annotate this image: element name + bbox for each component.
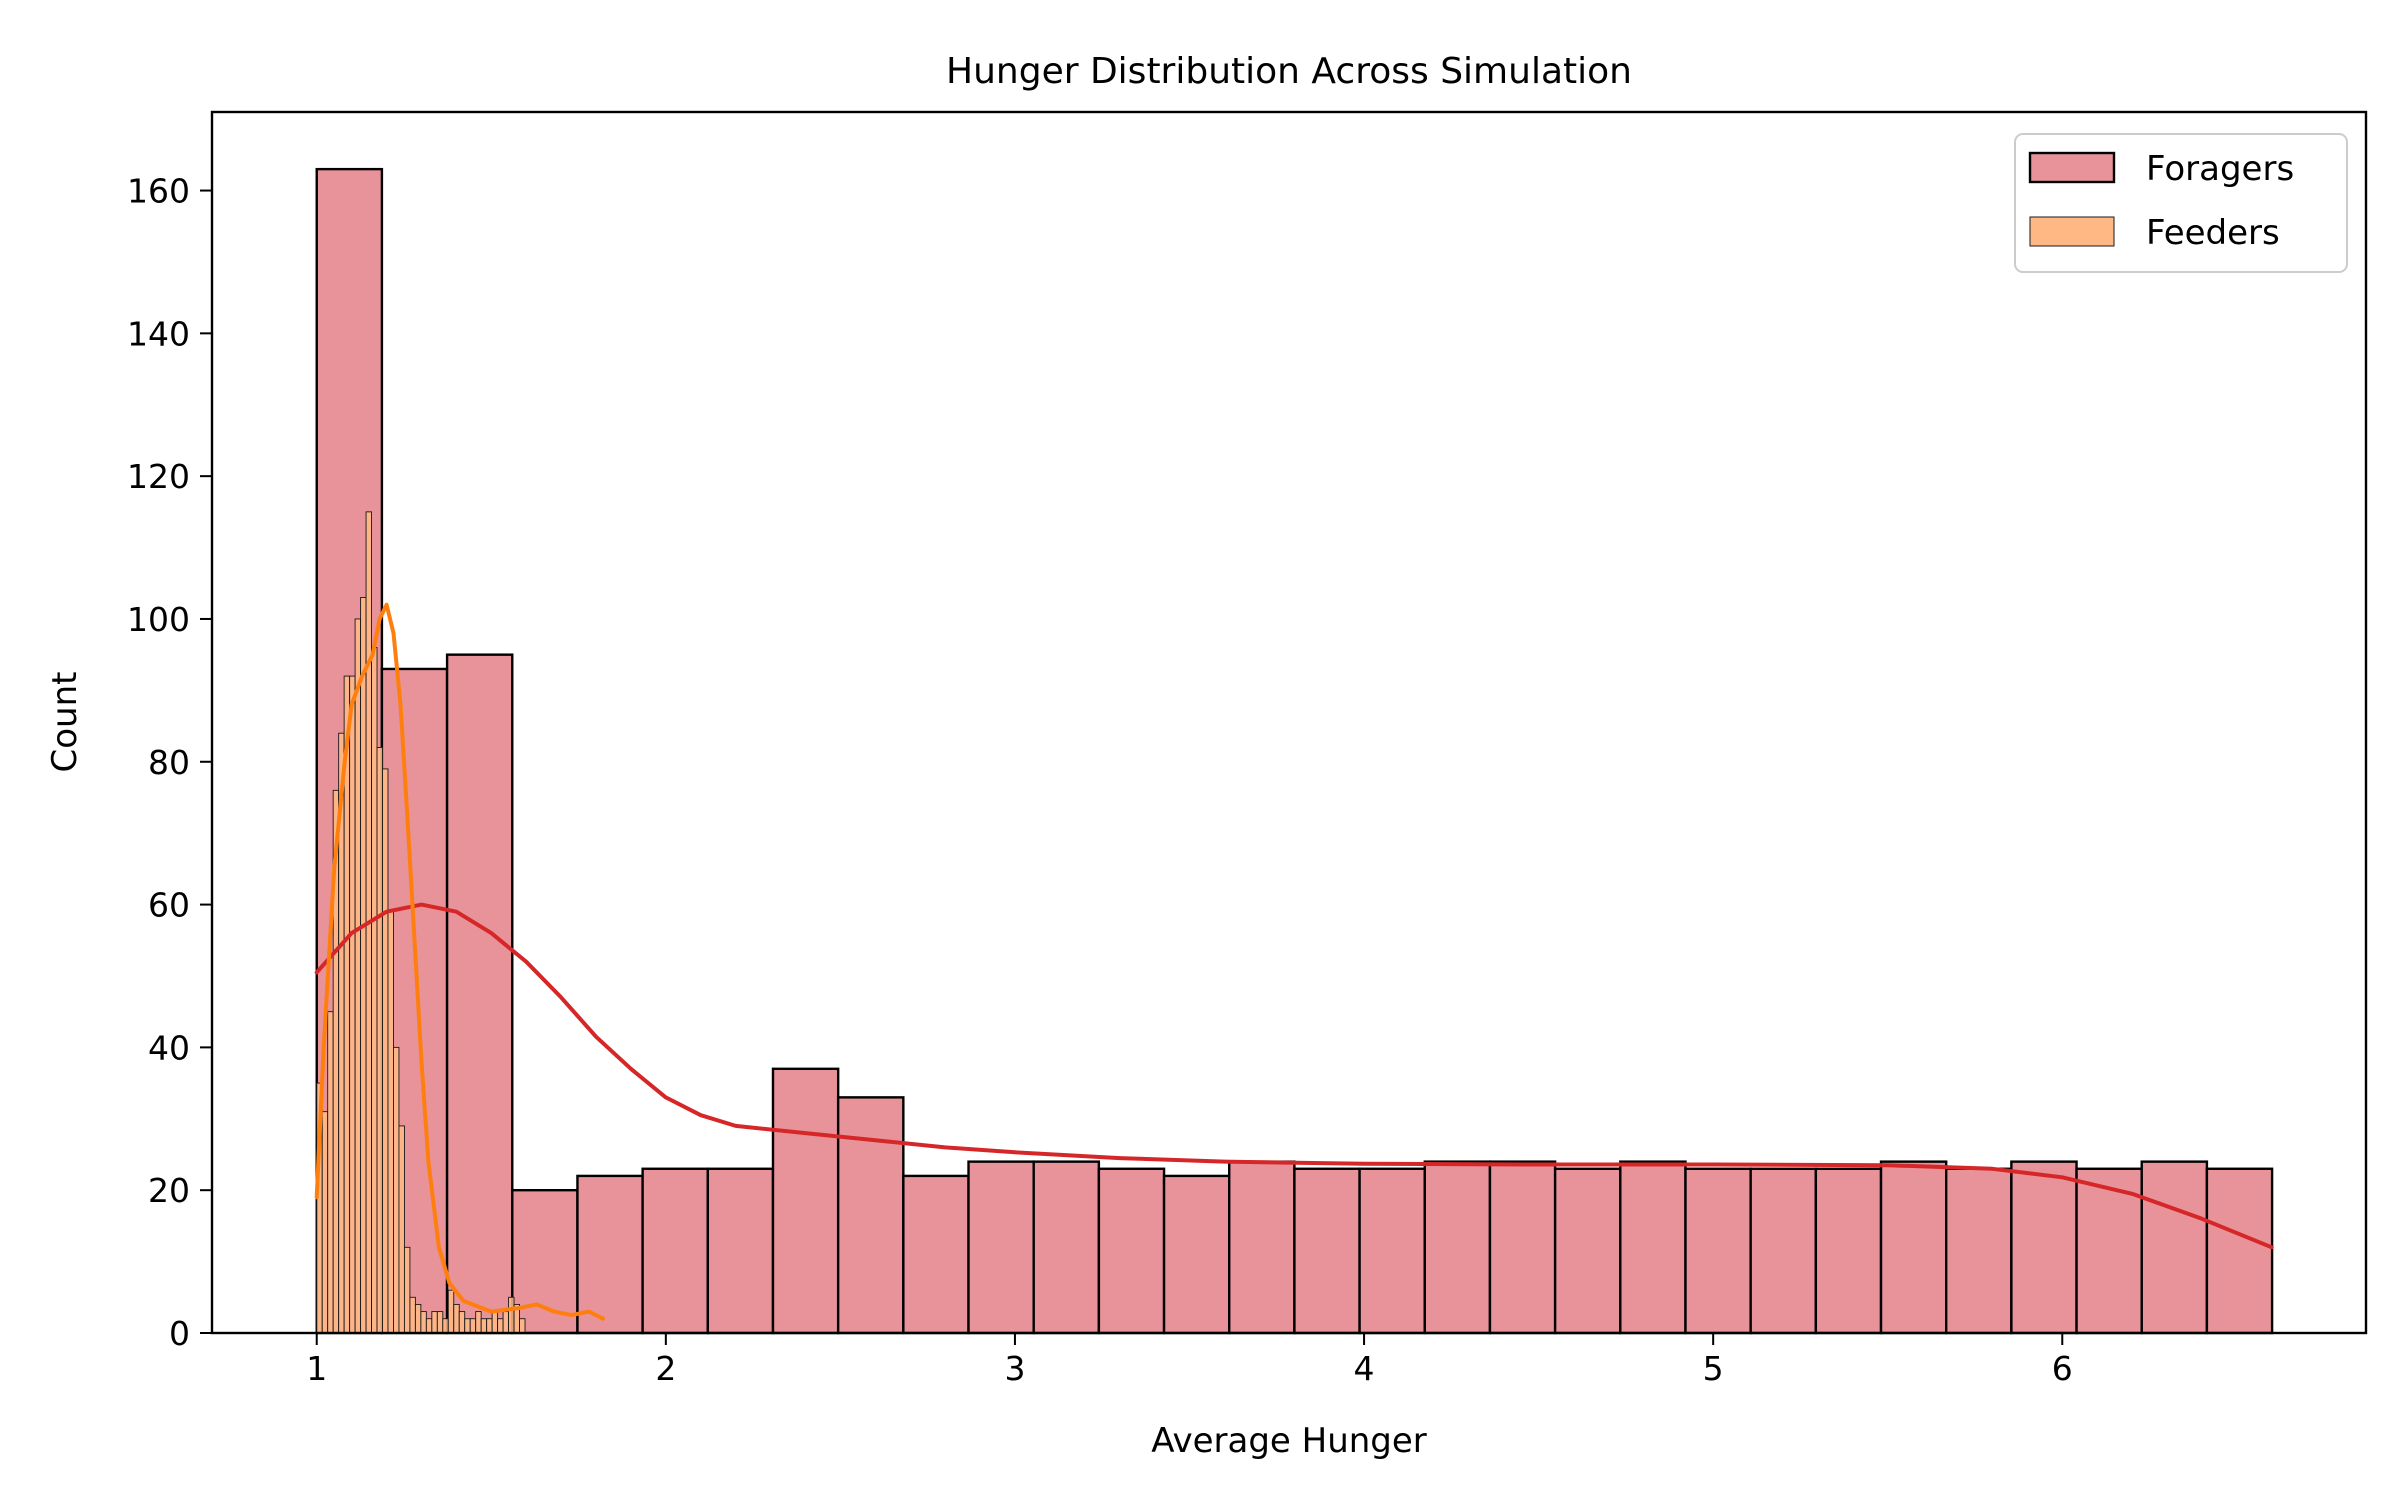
feeders-bar [403,1246,411,1334]
feeders-bar [442,1318,449,1334]
legend-label-feeders: Feeders [2146,213,2280,253]
foragers-bar [967,1160,1035,1335]
feeders-bar [458,1311,466,1334]
y-tick-label: 60 [148,886,190,925]
foragers-bar [445,653,514,1335]
x-axis-label: Average Hunger [1151,1421,1427,1461]
x-tick-label: 5 [1703,1349,1724,1388]
legend-swatch-foragers [2028,151,2116,184]
feeders-bar [382,768,389,1334]
feeders-bar [420,1311,427,1334]
feeders-bar [371,647,378,1334]
legend-swatch-feeders [2029,216,2115,247]
feeders-bar [393,1046,400,1334]
foragers-kde-line [314,902,2274,1250]
feeders-bar [497,1318,504,1334]
feeders-bar [376,747,383,1334]
foragers-bar [2205,1167,2274,1335]
y-tick-label: 160 [127,172,190,211]
y-axis-label: Count [45,672,85,773]
chart-title: Hunger Distribution Across Simulation [946,51,1632,92]
feeders-bar [360,597,367,1334]
foragers-bar [1358,1167,1426,1335]
plot-frame [210,110,2368,1335]
legend-label-foragers: Foragers [2146,149,2294,189]
x-tick-label: 6 [2052,1349,2073,1388]
feeders-bar [349,675,356,1334]
foragers-bar [1488,1160,1557,1335]
y-tick-label: 140 [127,314,190,353]
x-tick-label: 4 [1354,1349,1375,1388]
feeders-bar [398,1125,405,1334]
foragers-bar [1553,1167,1622,1335]
foragers-bar [2010,1160,2078,1335]
feeders-bar [469,1318,477,1334]
feeders-bar [436,1311,444,1334]
x-tick-label: 3 [1004,1349,1025,1388]
foragers-bar [1293,1167,1361,1335]
feeders-bar [486,1318,493,1334]
foragers-bar [902,1174,970,1335]
feeders-kde-line [314,602,605,1321]
y-tick-label: 20 [148,1171,190,1210]
feeders-bar [327,1011,334,1334]
foragers-bar [1684,1167,1752,1335]
y-tick-label: 0 [169,1314,190,1353]
feeders-bar [480,1318,488,1334]
foragers-bar [1228,1160,1296,1335]
foragers-bar [1944,1167,2013,1335]
feeders-bar [354,618,362,1334]
foragers-bar [1032,1160,1101,1335]
x-tick-label: 1 [306,1349,327,1388]
foragers-bar [1423,1160,1492,1335]
x-axis: 1 2 3 4 5 6 [306,1333,2073,1388]
feeders-bar [447,1289,455,1334]
foragers-bar [2140,1160,2209,1335]
feeders-bar [453,1303,460,1334]
kde-lines [314,602,2274,1321]
feeders-bar [321,1111,329,1334]
foragers-bar [771,1067,840,1335]
legend: Foragers Feeders [2014,133,2348,273]
foragers-bar [836,1096,905,1335]
y-tick-label: 100 [127,600,190,639]
feeders-bar [425,1318,433,1334]
foragers-bar [1162,1174,1231,1335]
foragers-bar [1749,1167,1818,1335]
feeders-bar [475,1311,482,1334]
foragers-bar [1619,1160,1687,1335]
feeders-bar [519,1318,526,1334]
feeders-bar [387,911,394,1334]
foragers-bar [511,1188,579,1335]
foragers-bar [576,1174,644,1335]
y-tick-label: 40 [148,1028,190,1067]
foragers-bar [706,1167,775,1335]
feeders-bar [414,1303,422,1334]
feeders-bar [464,1318,471,1334]
foragers-bar [1814,1167,1883,1335]
feeders-bar [502,1311,510,1334]
foragers-bar [1879,1160,1948,1335]
feeders-bar [409,1296,416,1334]
y-axis: 0 20 40 60 80 100 120 140 160 [127,172,212,1353]
feeders-bar [431,1311,438,1334]
feeders-bar [508,1296,515,1334]
y-tick-label: 120 [127,457,190,496]
foragers-bar [1097,1167,1166,1335]
y-tick-label: 80 [148,743,190,782]
x-tick-label: 2 [655,1349,676,1388]
foragers-bar [641,1167,710,1335]
feeders-bar [491,1311,499,1334]
